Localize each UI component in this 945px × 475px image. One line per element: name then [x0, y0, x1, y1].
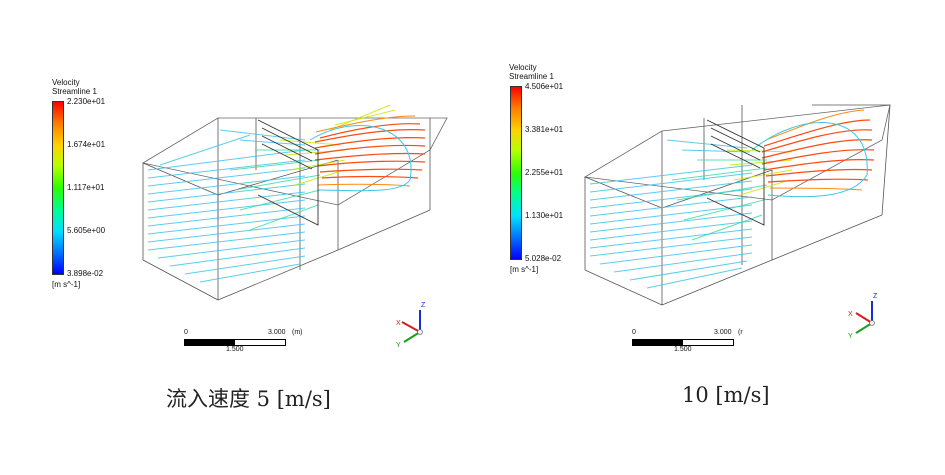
legend-tick: 2.255e+01 — [525, 168, 564, 177]
scale-bar — [632, 339, 734, 346]
axis-x-label: X — [396, 320, 401, 327]
axis-z-label: Z — [873, 293, 878, 300]
legend-tick: 5.605e+00 — [67, 226, 106, 235]
scale-bar — [184, 339, 286, 346]
right-panel: Velocity Streamline 1 4.506e+01 3.381e+0… — [472, 0, 944, 475]
legend-tick: 1.130e+01 — [525, 211, 564, 220]
scale-unit: (r — [738, 329, 743, 336]
scale-mid-label: 1.500 — [226, 346, 244, 353]
axis-y-label: Y — [848, 333, 853, 340]
axis-z-label: Z — [421, 302, 426, 309]
high-velocity-plume — [761, 119, 875, 183]
scale-right-label: 3.000 — [714, 329, 732, 336]
legend-title: Velocity — [509, 63, 537, 72]
streamline-scene — [583, 104, 891, 334]
legend-title: Velocity — [52, 78, 80, 87]
streamline-scene — [141, 104, 448, 343]
legend-unit: [m s^-1] — [52, 280, 81, 289]
scale-left-label: 0 — [632, 329, 636, 336]
color-bar — [510, 86, 522, 260]
high-velocity-plume — [314, 123, 426, 179]
scale-mid-label: 1.500 — [674, 346, 692, 353]
left-panel: Velocity Streamline 1 2.230e+01 1.674e+0… — [0, 0, 472, 475]
legend-subtitle: Streamline 1 — [52, 87, 97, 96]
legend-tick: 5.028e-02 — [525, 254, 562, 263]
axis-triad — [401, 310, 423, 343]
legend-tick: 3.898e-02 — [67, 269, 104, 278]
legend-tick: 1.674e+01 — [67, 140, 106, 149]
legend-tick: 2.230e+01 — [67, 97, 106, 106]
legend-subtitle: Streamline 1 — [509, 72, 554, 81]
scale-left-label: 0 — [184, 329, 188, 336]
legend-tick: 1.117e+01 — [67, 183, 105, 192]
color-bar — [52, 101, 64, 275]
low-velocity-streamlines — [147, 129, 306, 283]
legend-tick: 4.506e+01 — [525, 82, 564, 91]
legend-unit: [m s^-1] — [510, 265, 539, 274]
axis-y-label: Y — [396, 342, 401, 349]
caption: 10 [m/s] — [682, 383, 770, 407]
scale-right-label: 3.000 — [268, 329, 286, 336]
low-velocity-streamlines — [589, 139, 753, 289]
axis-x-label: X — [848, 311, 853, 318]
axis-triad — [855, 301, 875, 334]
legend-tick: 3.381e+01 — [525, 125, 564, 134]
caption: 流入速度 5 [m/s] — [166, 387, 331, 411]
scale-unit: (m) — [292, 329, 303, 336]
